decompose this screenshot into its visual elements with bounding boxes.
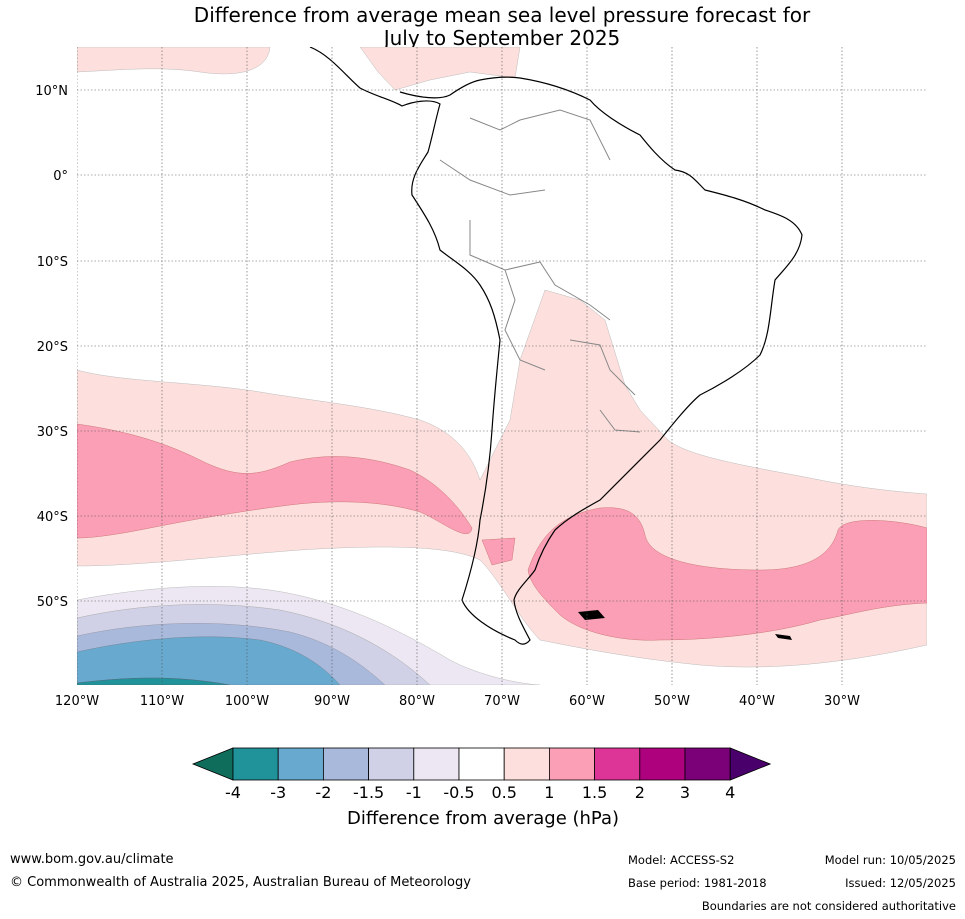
lat-label-10S: 10°S — [37, 255, 68, 270]
colorbar-segment — [639, 747, 686, 781]
colorbar-tick-label: -0.5 — [443, 783, 474, 802]
colorbar-segment — [549, 747, 596, 781]
colorbar-segment — [277, 747, 324, 781]
issued-text: Issued: 12/05/2025 — [845, 876, 956, 890]
colorbar-segment — [458, 747, 505, 781]
colorbar-tick-label: 3 — [680, 783, 690, 802]
colorbar-segment — [413, 747, 460, 781]
falkland-islands — [578, 610, 605, 620]
lat-label-10N: 10°N — [35, 84, 68, 99]
colorbar-tick-label: 1.5 — [582, 783, 607, 802]
lat-label-30S: 30°S — [37, 425, 68, 440]
contour-1.0-west — [77, 423, 473, 539]
colorbar-segment — [684, 747, 731, 781]
colorbar-tick-label: -3 — [270, 783, 286, 802]
lon-label-80W: 80°W — [399, 694, 435, 709]
colorbar-segment — [322, 747, 369, 781]
model-run-text: Model run: 10/05/2025 — [824, 853, 956, 867]
contour-1.0-east — [527, 507, 927, 641]
south-georgia — [775, 634, 792, 640]
colorbar-tick-label: 4 — [725, 783, 735, 802]
graticule — [77, 47, 927, 685]
contour-1.0-patagonia — [481, 537, 516, 566]
base-period-text: Base period: 1981-2018 — [628, 876, 767, 890]
colorbar-tick-label: -1.5 — [353, 783, 384, 802]
lon-label-110W: 110°W — [140, 694, 184, 709]
longitude-labels: 120°W 110°W 100°W 90°W 80°W 70°W 60°W 50… — [55, 694, 860, 709]
map-title: Difference from average mean sea level p… — [77, 4, 927, 50]
title-line-2: July to September 2025 — [383, 26, 621, 50]
colorbar-tick-label: 2 — [635, 783, 645, 802]
colorbar-extend-low — [191, 747, 234, 781]
boundaries-note: Boundaries are not considered authoritat… — [701, 899, 956, 913]
lon-label-90W: 90°W — [314, 694, 350, 709]
contour-neg2.0 — [77, 636, 341, 685]
lon-label-120W: 120°W — [55, 694, 99, 709]
country-borders — [439, 109, 641, 433]
colorbar-ticks: -4 -3 -2 -1.5 -1 -0.5 0.5 1 1.5 2 3 4 — [225, 783, 735, 802]
lon-label-70W: 70°W — [484, 694, 520, 709]
colorbar-segment — [368, 747, 415, 781]
colorbar-segment — [503, 747, 550, 781]
contour-0.5-caribbean — [359, 47, 521, 91]
lon-label-60W: 60°W — [569, 694, 605, 709]
colorbar-segments — [191, 747, 772, 781]
model-text: Model: ACCESS-S2 — [628, 853, 735, 867]
lat-label-0: 0° — [53, 169, 68, 184]
lon-label-100W: 100°W — [225, 694, 269, 709]
colorbar-tick-label: 1 — [544, 783, 554, 802]
map-plot-area — [77, 47, 927, 685]
colorbar-extend-high — [729, 747, 772, 781]
lon-label-40W: 40°W — [739, 694, 775, 709]
colorbar-tick-label: -1 — [406, 783, 422, 802]
contour-neg3.0 — [77, 677, 231, 685]
lat-label-20S: 20°S — [37, 340, 68, 355]
title-line-1: Difference from average mean sea level p… — [193, 3, 811, 27]
colorbar-tick-label: -2 — [315, 783, 331, 802]
contour-0.5-north — [77, 47, 271, 75]
lat-label-50S: 50°S — [37, 595, 68, 610]
latitude-labels: 10°N 0° 10°S 20°S 30°S 40°S 50°S — [35, 84, 68, 610]
lon-label-50W: 50°W — [654, 694, 690, 709]
lon-label-30W: 30°W — [824, 694, 860, 709]
colorbar-segment — [232, 747, 279, 781]
website-text: www.bom.gov.au/climate — [10, 852, 174, 867]
colorbar-label: Difference from average (hPa) — [346, 808, 620, 829]
colorbar-tick-label: 0.5 — [491, 783, 516, 802]
colorbar-segment — [594, 747, 641, 781]
lat-label-40S: 40°S — [37, 510, 68, 525]
south-america-land — [309, 47, 803, 645]
copyright-text: © Commonwealth of Australia 2025, Austra… — [10, 875, 471, 890]
colorbar-tick-label: -4 — [225, 783, 241, 802]
